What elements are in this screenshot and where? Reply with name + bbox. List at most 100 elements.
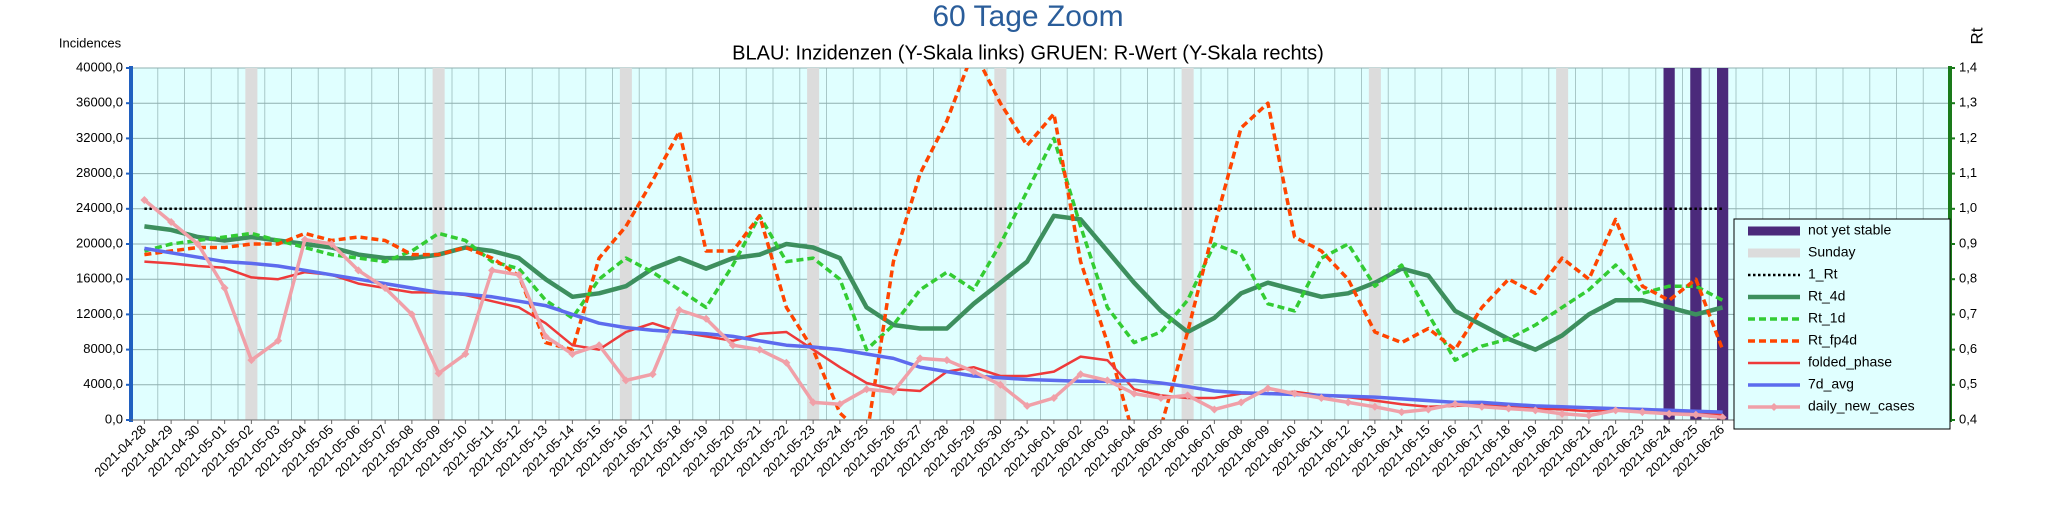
y2-tick-label: 0,4 bbox=[1959, 411, 1977, 426]
y-tick-label: 0,0 bbox=[105, 411, 123, 426]
bar bbox=[807, 68, 820, 420]
legend-label: 7d_avg bbox=[1808, 376, 1854, 392]
legend-marker bbox=[1770, 403, 1778, 411]
y-tick-label: 4000,0 bbox=[83, 376, 123, 391]
chart-title: 60 Tage Zoom bbox=[932, 0, 1123, 33]
line-marker bbox=[1156, 394, 1165, 402]
y-tick-label: 24000,0 bbox=[76, 200, 123, 215]
y-tick-label: 20000,0 bbox=[76, 235, 123, 250]
line-marker bbox=[595, 341, 604, 350]
line-marker bbox=[942, 356, 951, 365]
y-axis-label: Incidences bbox=[59, 35, 122, 50]
line-marker bbox=[1049, 394, 1058, 402]
line-marker bbox=[1183, 391, 1192, 400]
line-marker bbox=[755, 345, 764, 354]
bar bbox=[1663, 68, 1675, 420]
line-marker bbox=[1504, 404, 1513, 413]
line-marker bbox=[621, 376, 630, 385]
bar bbox=[1690, 68, 1702, 420]
bar bbox=[1556, 68, 1569, 420]
line-marker bbox=[247, 356, 256, 365]
legend-label: Sunday bbox=[1808, 244, 1855, 260]
legend-label: folded_phase bbox=[1808, 354, 1892, 370]
line-marker bbox=[381, 284, 390, 292]
y-tick-label: 16000,0 bbox=[76, 271, 123, 286]
line-marker bbox=[193, 240, 202, 248]
line-marker bbox=[167, 218, 176, 226]
line-marker bbox=[541, 332, 550, 341]
line-marker bbox=[1237, 398, 1246, 407]
bar bbox=[432, 68, 445, 420]
line-marker bbox=[300, 235, 309, 244]
line-marker bbox=[702, 314, 711, 323]
line-marker bbox=[568, 350, 577, 358]
lines bbox=[140, 68, 1727, 420]
line-marker bbox=[1317, 394, 1326, 402]
line-marker bbox=[835, 400, 844, 409]
line-marker bbox=[1424, 405, 1433, 414]
line-marker bbox=[1130, 389, 1139, 398]
line-marker bbox=[1290, 389, 1299, 398]
line-marker bbox=[1477, 402, 1486, 411]
legend-label: Rt_fp4d bbox=[1808, 332, 1857, 348]
legend-label: 1_Rt bbox=[1808, 266, 1838, 282]
y2-tick-label: 0,8 bbox=[1959, 271, 1977, 286]
line-marker bbox=[1263, 384, 1272, 393]
line-marker bbox=[675, 306, 684, 314]
line-marker bbox=[996, 380, 1005, 389]
line-marker bbox=[140, 196, 149, 204]
line-marker bbox=[1103, 376, 1112, 385]
bar bbox=[1368, 68, 1381, 420]
line-marker bbox=[1076, 370, 1085, 379]
grid bbox=[130, 67, 1950, 421]
line-marker bbox=[1370, 402, 1379, 411]
bar bbox=[1717, 68, 1729, 420]
line-marker bbox=[648, 370, 657, 379]
line-marker bbox=[488, 266, 497, 275]
line-marker bbox=[327, 240, 336, 248]
line-marker bbox=[407, 310, 416, 319]
line-marker bbox=[1611, 406, 1620, 415]
line-marker bbox=[1531, 406, 1540, 415]
y-tick-label: 36000,0 bbox=[76, 95, 123, 110]
line-marker bbox=[1397, 408, 1406, 417]
line-marker bbox=[889, 387, 898, 396]
line-marker bbox=[434, 369, 443, 378]
series-line bbox=[144, 246, 1723, 414]
line-marker bbox=[220, 284, 229, 292]
line-marker bbox=[1558, 409, 1567, 418]
y2-tick-label: 1,4 bbox=[1959, 59, 1977, 74]
y2-tick-label: 0,5 bbox=[1959, 376, 1977, 391]
line-marker bbox=[514, 270, 523, 279]
line-marker bbox=[1023, 401, 1032, 410]
y2-tick-label: 0,7 bbox=[1959, 306, 1977, 321]
line-marker bbox=[1638, 408, 1647, 417]
legend: not yet stable Sunday 1_Rt Rt_4d Rt_1d Rt_fp4… bbox=[1733, 218, 1951, 430]
bar bbox=[1181, 68, 1194, 420]
bar bbox=[619, 68, 632, 420]
y2-tick-label: 1,0 bbox=[1959, 200, 1977, 215]
line-marker bbox=[1584, 411, 1593, 420]
legend-label: daily_new_cases bbox=[1808, 398, 1915, 414]
line-marker bbox=[916, 354, 925, 363]
line-marker bbox=[274, 336, 283, 345]
legend-label: Rt_1d bbox=[1808, 310, 1845, 326]
y2-tick-label: 1,3 bbox=[1959, 95, 1977, 110]
y2-tick-label: 1,2 bbox=[1959, 130, 1977, 145]
series-line bbox=[144, 213, 1724, 352]
chart-subtitle: BLAU: Inzidenzen (Y-Skala links) GRUEN: … bbox=[732, 42, 1324, 64]
line-marker bbox=[782, 358, 791, 367]
legend-label: not yet stable bbox=[1808, 222, 1891, 238]
axes: 0,0 4000,0 8000,0 12000,0 16000,0 20000,0 2400… bbox=[76, 59, 1977, 479]
y-tick-label: 40000,0 bbox=[76, 59, 123, 74]
line-marker bbox=[809, 398, 818, 407]
legend-label: Rt_4d bbox=[1808, 288, 1845, 304]
y2-axis-label: Rt bbox=[1967, 27, 1986, 44]
y-tick-label: 28000,0 bbox=[76, 165, 123, 180]
line-marker bbox=[461, 350, 470, 358]
y2-tick-label: 1,1 bbox=[1959, 165, 1977, 180]
line-marker bbox=[1691, 410, 1700, 419]
line-marker bbox=[1451, 400, 1460, 409]
y-tick-label: 12000,0 bbox=[76, 306, 123, 321]
